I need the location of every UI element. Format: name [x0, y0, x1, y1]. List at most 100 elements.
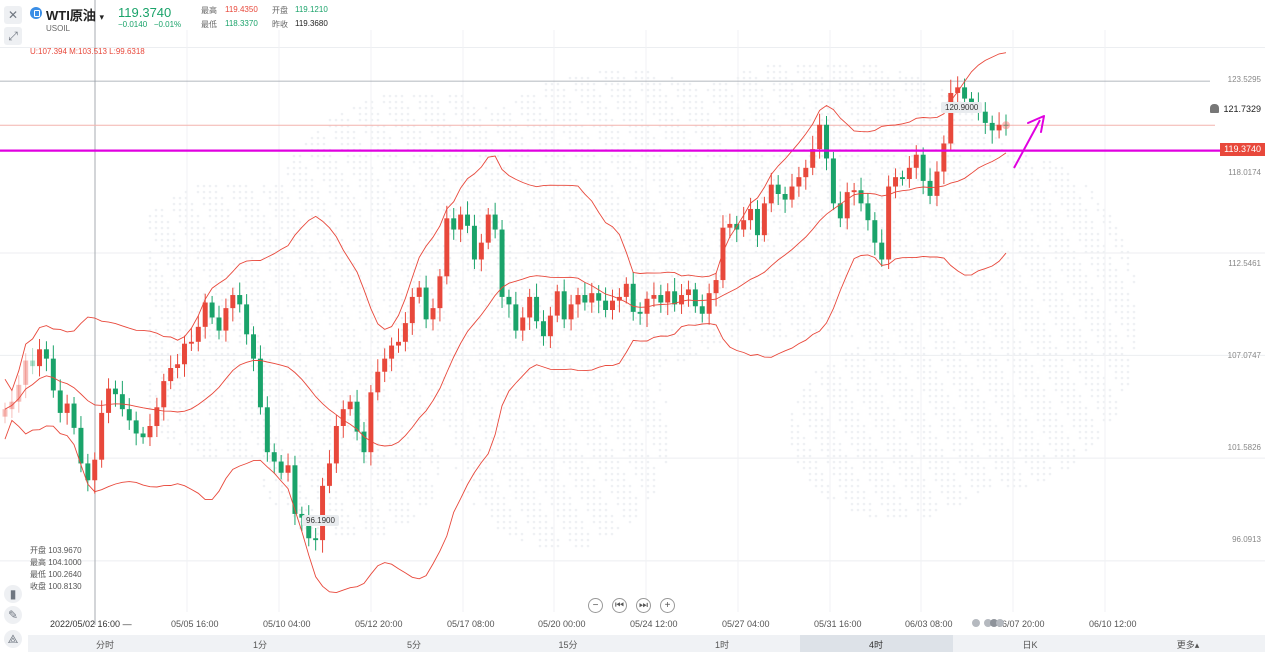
- candle-body: [389, 345, 395, 359]
- low-marker-label: 96.1900: [302, 515, 339, 526]
- period-tab[interactable]: 15分: [558, 640, 578, 650]
- candle-body: [382, 358, 388, 372]
- candle-body: [416, 287, 422, 297]
- change-value: −0.0140: [118, 20, 148, 29]
- candle-body: [810, 149, 816, 168]
- low-label: 最低: [201, 20, 217, 29]
- close-icon[interactable]: ✕: [4, 6, 22, 24]
- candle-body: [575, 295, 581, 305]
- candle-body: [278, 461, 284, 473]
- candle-body: [713, 280, 719, 294]
- candle-body: [347, 401, 353, 410]
- scroll-start-icon[interactable]: ⏮: [612, 598, 627, 613]
- candle-body: [665, 291, 671, 303]
- hover-ohlc-box: 开盘 103.9670 最高 104.1000 最低 100.2640 收盘 1…: [30, 545, 82, 593]
- candle-body: [754, 208, 760, 236]
- candle-body: [989, 122, 995, 131]
- time-label: 05/05 16:00: [171, 619, 219, 629]
- candle-body: [796, 177, 802, 187]
- price-axis-label: 96.0913: [1232, 535, 1261, 544]
- candle-body: [251, 334, 257, 359]
- indicator-icon[interactable]: ▮: [4, 585, 22, 603]
- candle-body: [672, 291, 678, 305]
- open-label: 开盘: [272, 6, 288, 15]
- candle-body: [140, 433, 146, 438]
- candle-body: [610, 300, 615, 310]
- candle-body: [313, 538, 319, 541]
- zoom-in-icon[interactable]: +: [660, 598, 675, 613]
- candle-body: [651, 295, 657, 299]
- candle-body: [568, 304, 574, 320]
- candle-body: [430, 308, 436, 320]
- candle-body: [223, 308, 229, 331]
- period-tab[interactable]: 日K: [1022, 640, 1038, 650]
- candle-body: [830, 158, 836, 204]
- last-price-pulse: [1002, 121, 1010, 130]
- candle-body: [596, 293, 602, 301]
- time-label: 05/27 04:00: [722, 619, 770, 629]
- candle-body: [540, 321, 546, 337]
- candle-body: [444, 218, 450, 277]
- candle-body: [99, 412, 105, 460]
- candle-body: [64, 403, 70, 413]
- zoom-out-icon[interactable]: −: [588, 598, 603, 613]
- candle-body: [679, 295, 685, 305]
- candle-body: [175, 364, 181, 368]
- candle-body: [361, 431, 367, 453]
- candle-body: [396, 341, 401, 346]
- period-tab[interactable]: 1时: [714, 640, 729, 650]
- candle-body: [112, 388, 118, 395]
- candle-body: [789, 186, 795, 200]
- candle-body: [851, 190, 857, 193]
- price-axis-label: 123.5295: [1227, 75, 1261, 84]
- period-tab[interactable]: 1分: [252, 640, 267, 650]
- period-tab[interactable]: 分时: [95, 640, 114, 650]
- candle-body: [306, 517, 312, 539]
- time-label: 06/10 12:00: [1089, 619, 1137, 629]
- candle-body: [71, 403, 77, 428]
- candle-body: [768, 184, 774, 204]
- high-value: 119.4350: [225, 5, 258, 14]
- boll-upper-band: [4, 52, 1007, 392]
- candle-body: [561, 291, 567, 320]
- candle-body: [685, 289, 691, 296]
- time-label: 06/03 08:00: [905, 619, 953, 629]
- bell-icon: [1210, 104, 1220, 113]
- pen-icon[interactable]: ✎: [4, 606, 22, 624]
- symbol-selector[interactable]: WTI原油 ▾: [46, 5, 104, 24]
- candle-body: [78, 427, 84, 464]
- candle-body: [216, 317, 222, 331]
- candle-body: [37, 349, 43, 367]
- candle-body: [85, 463, 91, 481]
- period-tab[interactable]: 5分: [406, 640, 421, 650]
- candle-body: [119, 394, 125, 410]
- scroll-end-icon[interactable]: ⏭: [636, 598, 651, 613]
- candle-body: [658, 295, 664, 303]
- candle-body: [126, 409, 132, 421]
- candle-body: [182, 343, 187, 365]
- candle-body: [968, 98, 974, 105]
- period-tab-more[interactable]: 更多▴: [1176, 640, 1200, 650]
- candle-body: [644, 298, 650, 314]
- period-tab-active[interactable]: 4时: [868, 640, 883, 650]
- draw-tool-icon[interactable]: ⟁: [4, 630, 22, 648]
- candle-body: [16, 384, 22, 402]
- candle-body: [57, 390, 63, 413]
- candle-body: [858, 190, 864, 204]
- candle-body: [534, 296, 540, 322]
- candle-body: [2, 409, 8, 417]
- time-label: 2022/05/02 16:00 —: [50, 619, 132, 629]
- candle-body: [706, 293, 712, 314]
- price-alert-tag[interactable]: 121.7329: [1207, 103, 1265, 116]
- candle-body: [906, 167, 912, 180]
- current-price-tag: 119.3740: [1220, 143, 1265, 156]
- period-selector: 分时 1分 5分 15分 1时 4时 日K 更多▴: [28, 635, 1265, 652]
- candle-body: [630, 283, 636, 312]
- expand-icon[interactable]: ⤢: [4, 27, 22, 45]
- pager-dot: [996, 619, 1004, 627]
- candle-body: [244, 304, 250, 335]
- chevron-down-icon: ▾: [99, 12, 104, 22]
- candle-body: [471, 225, 477, 260]
- candle-body: [692, 289, 698, 307]
